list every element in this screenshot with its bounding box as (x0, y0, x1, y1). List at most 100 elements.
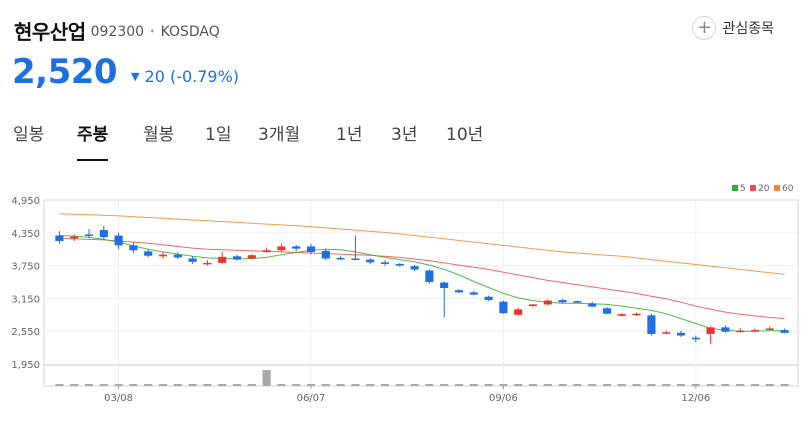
candle-body (514, 309, 523, 315)
candle-body (721, 327, 730, 332)
candle-body (780, 330, 789, 333)
price-chart[interactable]: 4,950 4,350 3,750 3,150 2,550 1,950 03/08 06/07… (0, 176, 808, 437)
candle-body (262, 250, 271, 252)
candle-body (573, 301, 582, 303)
legend-label: 20 (758, 184, 770, 194)
candle-body (277, 246, 286, 251)
down-arrow-icon: ▼ (131, 69, 140, 83)
volume-bar (736, 384, 745, 386)
volume-bar (469, 384, 478, 386)
volume-bar (662, 384, 671, 386)
stock-code: 092300 (90, 23, 145, 40)
legend-label: 60 (782, 184, 794, 194)
volume-bar (558, 384, 567, 386)
volume-bar (602, 384, 612, 386)
volume-bar (366, 384, 375, 386)
candle-body (351, 258, 360, 260)
candle-body (469, 292, 478, 295)
candle-body (292, 246, 301, 249)
volume-bar (277, 384, 286, 386)
candle-body (499, 301, 508, 314)
volume-bar (232, 384, 242, 386)
volume-bar (617, 384, 626, 386)
candle-body (395, 263, 404, 266)
candle-body (321, 250, 330, 259)
tab-1year[interactable]: 1년 (336, 125, 363, 145)
tab-10year[interactable]: 10년 (446, 125, 484, 145)
stock-header: 현우산업 092300 • KOSDAQ (14, 10, 220, 50)
candle-body (454, 290, 464, 293)
candle-body (602, 308, 612, 314)
candle-body (55, 235, 64, 241)
candle-body (336, 257, 345, 260)
volume-bar (188, 384, 197, 386)
volume-bar (173, 384, 182, 386)
tab-1day[interactable]: 1일 (205, 125, 232, 145)
legend-swatch (774, 185, 780, 191)
candle-body (144, 251, 153, 256)
candle-body (70, 236, 79, 239)
volume-bar (336, 384, 345, 386)
add-favorite-button[interactable]: + 관심종목 (692, 14, 774, 42)
candle-body (247, 255, 256, 259)
candle-body (440, 282, 449, 289)
candle-body (366, 259, 375, 263)
volume-bar (750, 384, 760, 386)
legend-swatch (750, 185, 756, 191)
volume-bar (528, 384, 538, 386)
tab-daily[interactable]: 일봉 (13, 125, 45, 145)
volume-bar (676, 384, 686, 386)
y-tick-label: 3,150 (11, 294, 40, 305)
x-tick-label: 12/06 (681, 393, 710, 404)
candle-body (543, 300, 552, 305)
separator-dot: • (149, 25, 156, 38)
volume-bar (410, 384, 419, 386)
candle-body (736, 330, 745, 333)
ma20-line (59, 237, 785, 320)
candle-body (617, 314, 626, 316)
tab-weekly[interactable]: 주봉 (77, 120, 109, 161)
candle-body (632, 313, 641, 316)
volume-bar (514, 384, 523, 386)
volume-bar (262, 370, 271, 386)
candle-body (425, 270, 434, 282)
volume-bar (484, 384, 493, 386)
price-row: 2,520 ▼ 20 (-0.79%) (12, 49, 239, 95)
favorite-label: 관심종목 (722, 21, 774, 37)
candle-body (588, 303, 597, 307)
candle-body (114, 235, 123, 246)
legend-swatch (732, 185, 738, 191)
volume-bar (380, 384, 390, 386)
volume-bar (55, 384, 64, 386)
candle-body (662, 332, 671, 334)
candle-body (188, 258, 197, 262)
volume-bar (721, 384, 730, 386)
ma60-line (59, 213, 785, 275)
tab-monthly[interactable]: 월봉 (143, 125, 175, 145)
candle-body (750, 330, 760, 332)
volume-bar (144, 384, 153, 386)
volume-bar (780, 384, 789, 386)
tab-3month[interactable]: 3개월 (258, 125, 301, 145)
plot-frame (43, 199, 799, 387)
volume-bar (292, 384, 301, 386)
candle-body (232, 256, 242, 260)
volume-bar (158, 384, 168, 386)
candle-body (99, 230, 108, 238)
volume-bar (321, 384, 330, 386)
candle-body (218, 256, 227, 263)
y-tick-label: 1,950 (11, 360, 40, 371)
volume-bar (573, 384, 582, 386)
candle-body (380, 262, 390, 264)
volume-bar (765, 384, 774, 386)
candle-body (765, 328, 774, 330)
volume-bar (395, 384, 404, 386)
candle-body (410, 266, 419, 270)
candle-body (173, 254, 182, 258)
volume-bar (70, 384, 79, 386)
volume-bar (84, 384, 94, 386)
volume-bar (203, 384, 212, 386)
tab-3year[interactable]: 3년 (391, 125, 418, 145)
volume-bar (351, 384, 360, 386)
candle-body (484, 296, 493, 301)
